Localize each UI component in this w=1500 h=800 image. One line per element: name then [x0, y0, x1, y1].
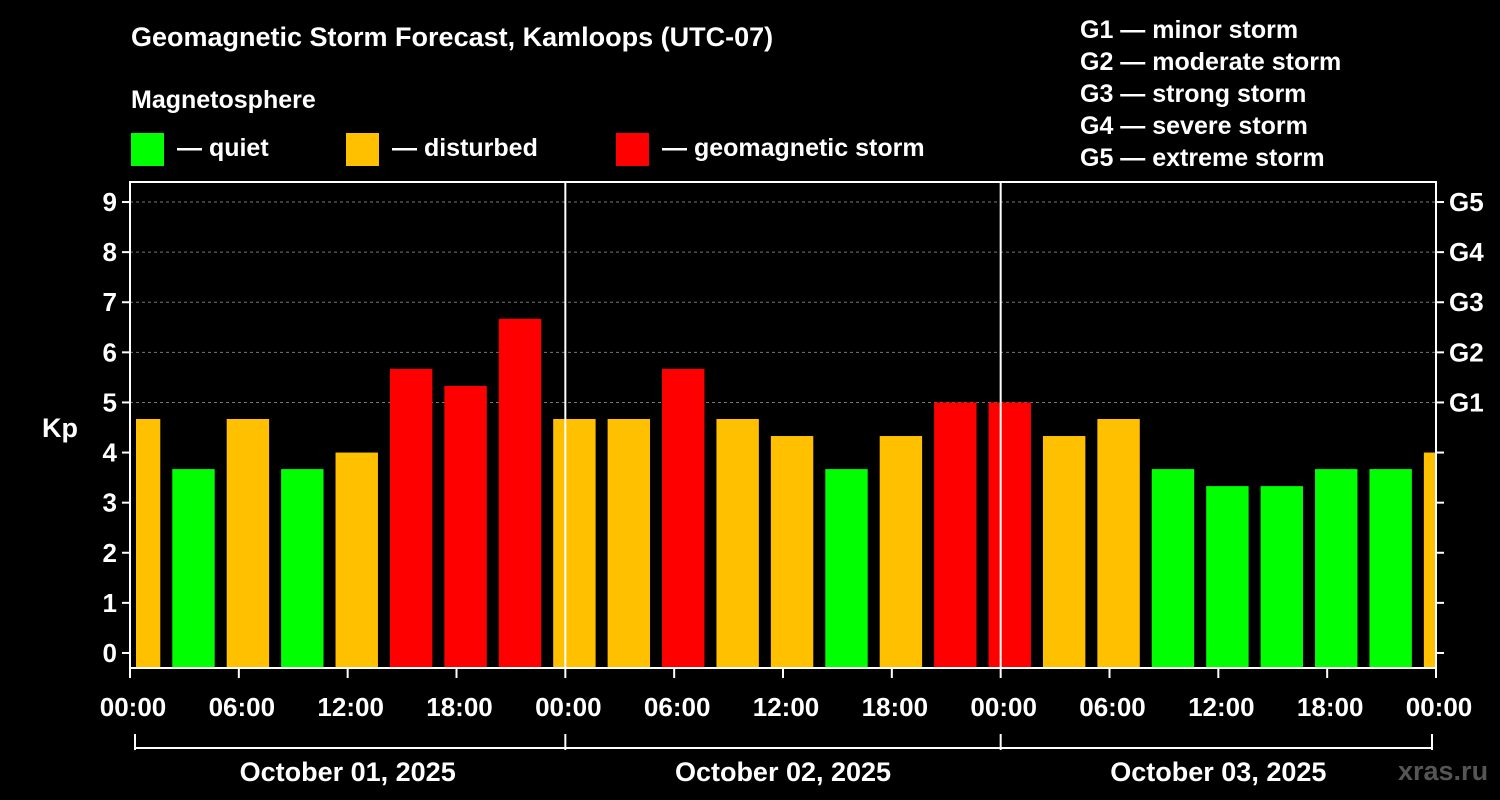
- date-label: October 01, 2025: [240, 757, 456, 787]
- y-tick-label: 0: [103, 638, 117, 668]
- legend-swatch-disturbed: [346, 133, 379, 166]
- y-tick-label: 4: [103, 438, 118, 468]
- chart-title: Geomagnetic Storm Forecast, Kamloops (UT…: [131, 22, 774, 52]
- bar: [281, 469, 324, 668]
- bar: [1042, 436, 1086, 668]
- x-tick-label: 18:00: [862, 692, 929, 722]
- legend-heading: Magnetosphere: [131, 86, 316, 114]
- bar: [662, 368, 705, 668]
- x-tick-label: 00:00: [100, 692, 167, 722]
- x-tick-label: 18:00: [426, 692, 493, 722]
- y-tick-label: 9: [103, 187, 117, 217]
- legend-label-disturbed: — disturbed: [392, 134, 538, 162]
- x-tick-label: 00:00: [970, 692, 1037, 722]
- y-tick-label: 6: [103, 337, 117, 367]
- legend-label-quiet: — quiet: [177, 134, 269, 162]
- x-tick-label: 06:00: [644, 692, 711, 722]
- bar: [1423, 452, 1436, 668]
- g-scale-item-g5: G5 — extreme storm: [1080, 144, 1325, 172]
- g-tick-label: G1: [1449, 387, 1484, 417]
- g-scale-list: G1 — minor storm G2 — moderate storm G3 …: [1080, 14, 1341, 174]
- bar: [136, 418, 161, 668]
- bar: [988, 402, 1031, 668]
- legend-swatch-storm: [616, 133, 649, 166]
- x-tick-label: 12:00: [753, 692, 820, 722]
- bar: [1315, 469, 1358, 668]
- x-tick-label: 12:00: [317, 692, 384, 722]
- g-scale-item-g3: G3 — strong storm: [1080, 80, 1307, 108]
- bar: [770, 436, 814, 668]
- y-tick-label: 7: [103, 287, 117, 317]
- g-tick-label: G4: [1449, 237, 1484, 267]
- bar: [879, 436, 923, 668]
- y-tick-label: 3: [103, 488, 117, 518]
- bar: [825, 469, 868, 668]
- bar: [1369, 469, 1412, 668]
- bar: [335, 452, 378, 668]
- y-tick-label: 1: [103, 588, 117, 618]
- watermark: xras.ru: [1398, 756, 1489, 786]
- legend-swatch-quiet: [131, 133, 164, 166]
- bar: [389, 368, 433, 668]
- bar: [1151, 469, 1195, 668]
- bar: [1097, 418, 1140, 668]
- bar: [553, 418, 596, 668]
- bar: [1206, 486, 1249, 668]
- x-tick-label: 18:00: [1297, 692, 1364, 722]
- y-tick-label: 2: [103, 538, 117, 568]
- y-tick-label: 5: [103, 387, 117, 417]
- bar: [226, 418, 270, 668]
- date-label: October 02, 2025: [675, 757, 891, 787]
- y-axis-label: Kp: [42, 413, 78, 443]
- x-tick-label: 12:00: [1188, 692, 1255, 722]
- bar: [172, 469, 215, 668]
- g-tick-label: G3: [1449, 287, 1484, 317]
- g-tick-label: G2: [1449, 337, 1484, 367]
- x-tick-label: 00:00: [1406, 692, 1473, 722]
- g-tick-label: G5: [1449, 187, 1484, 217]
- date-label: October 03, 2025: [1110, 757, 1326, 787]
- bar: [444, 385, 487, 668]
- g-scale-item-g1: G1 — minor storm: [1080, 16, 1299, 44]
- x-tick-label: 06:00: [209, 692, 276, 722]
- bar: [716, 418, 759, 668]
- bar: [1260, 486, 1304, 668]
- x-tick-label: 06:00: [1079, 692, 1146, 722]
- bar: [607, 418, 651, 668]
- g-scale-item-g4: G4 — severe storm: [1080, 112, 1308, 140]
- y-tick-label: 8: [103, 237, 117, 267]
- x-tick-label: 00:00: [535, 692, 602, 722]
- legend-label-storm: — geomagnetic storm: [662, 134, 925, 162]
- bar: [498, 318, 542, 668]
- bar: [934, 402, 977, 668]
- g-scale-item-g2: G2 — moderate storm: [1080, 48, 1342, 76]
